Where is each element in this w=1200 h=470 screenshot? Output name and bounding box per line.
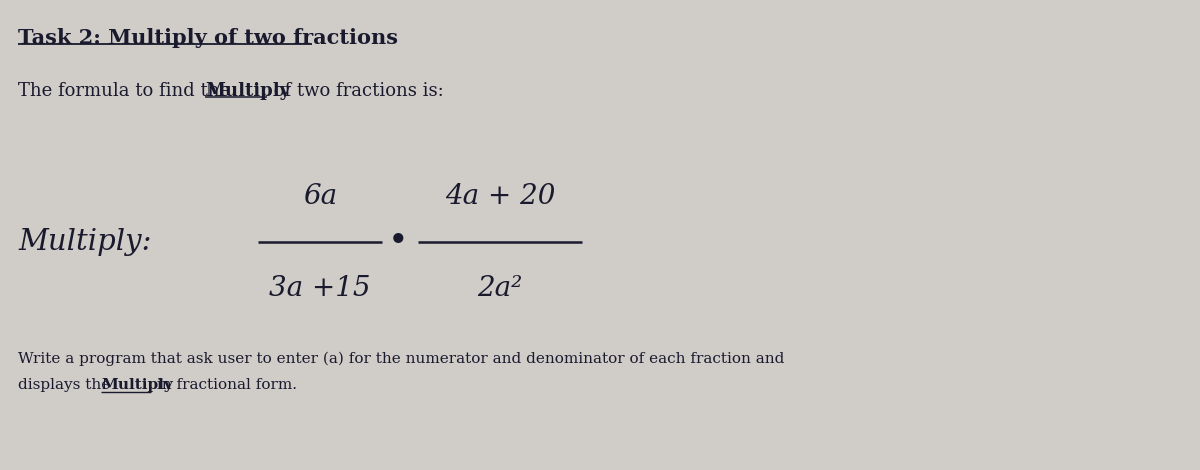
Text: Write a program that ask user to enter (a) for the numerator and denominator of : Write a program that ask user to enter (… [18,352,785,367]
Text: 4a + 20: 4a + 20 [445,183,556,210]
Text: •: • [388,225,408,259]
Text: in fractional form.: in fractional form. [152,378,298,392]
Text: 2a²: 2a² [478,275,523,302]
Text: 6a: 6a [302,183,337,210]
Text: Multiply:: Multiply: [18,228,151,256]
Text: displays the: displays the [18,378,115,392]
Text: Task 2: Multiply of two fractions: Task 2: Multiply of two fractions [18,28,398,48]
Text: The formula to find the: The formula to find the [18,82,236,100]
Text: Multiply: Multiply [205,82,290,100]
Text: of two fractions is:: of two fractions is: [268,82,444,100]
Text: 3a +15: 3a +15 [269,275,371,302]
Text: Multiply: Multiply [101,378,173,392]
